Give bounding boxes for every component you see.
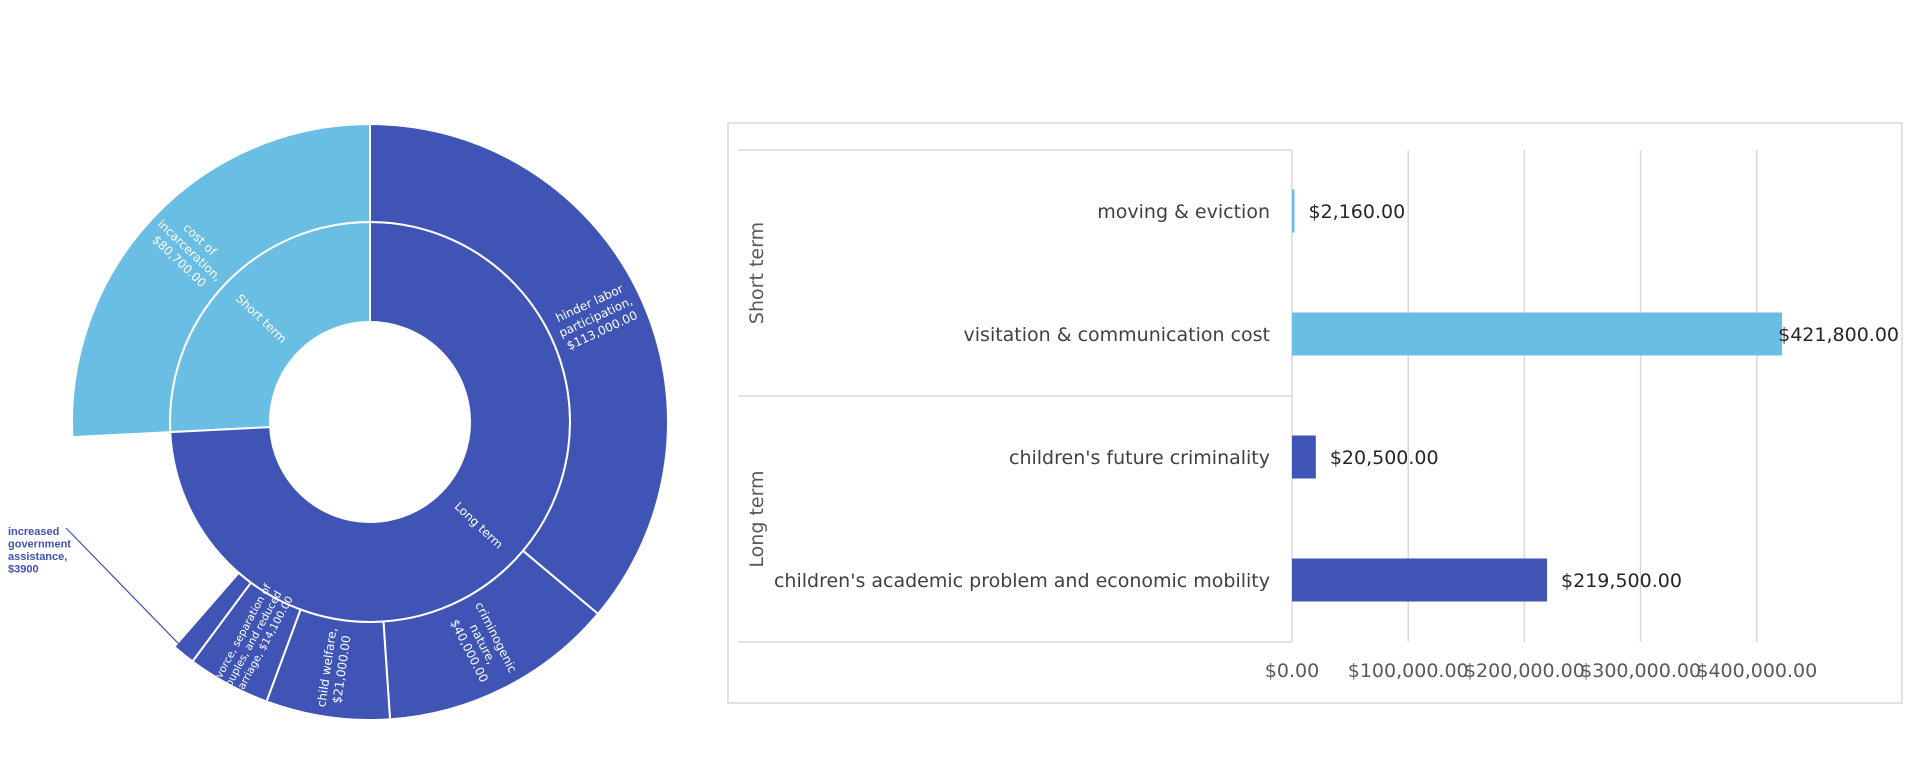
- callout-line: [65, 527, 187, 652]
- value-label: $421,800.00: [1778, 324, 1899, 346]
- chart-frame: [727, 122, 1903, 704]
- outer-slice-5: [172, 571, 253, 663]
- category-label: moving & eviction: [1097, 201, 1270, 223]
- external-label: increased government assistance, $3900: [8, 526, 71, 576]
- bar: [1292, 558, 1548, 602]
- outer-slice-0: [71, 122, 371, 439]
- outer-slice-1: [369, 122, 669, 616]
- category-label: visitation & communication cost: [964, 324, 1270, 346]
- bar: [1292, 312, 1783, 356]
- value-label: $2,160.00: [1309, 201, 1406, 223]
- x-tick-label: $300,000.00: [1580, 660, 1701, 682]
- category-label: children's future criminality: [1009, 447, 1270, 469]
- x-tick-label: $400,000.00: [1696, 660, 1817, 682]
- bar: [1292, 435, 1316, 479]
- value-label: $219,500.00: [1561, 570, 1682, 592]
- x-tick-label: $200,000.00: [1464, 660, 1585, 682]
- bar: [1292, 189, 1295, 233]
- group-label: Short term: [746, 222, 768, 324]
- outer-label-0: cost ofincarceration,$80,700.00: [144, 206, 234, 295]
- group-label: Long term: [746, 470, 768, 567]
- x-tick-label: $100,000.00: [1348, 660, 1469, 682]
- value-label: $20,500.00: [1330, 447, 1439, 469]
- category-label: children's academic problem and economic…: [774, 570, 1270, 592]
- x-tick-label: $0.00: [1265, 660, 1319, 682]
